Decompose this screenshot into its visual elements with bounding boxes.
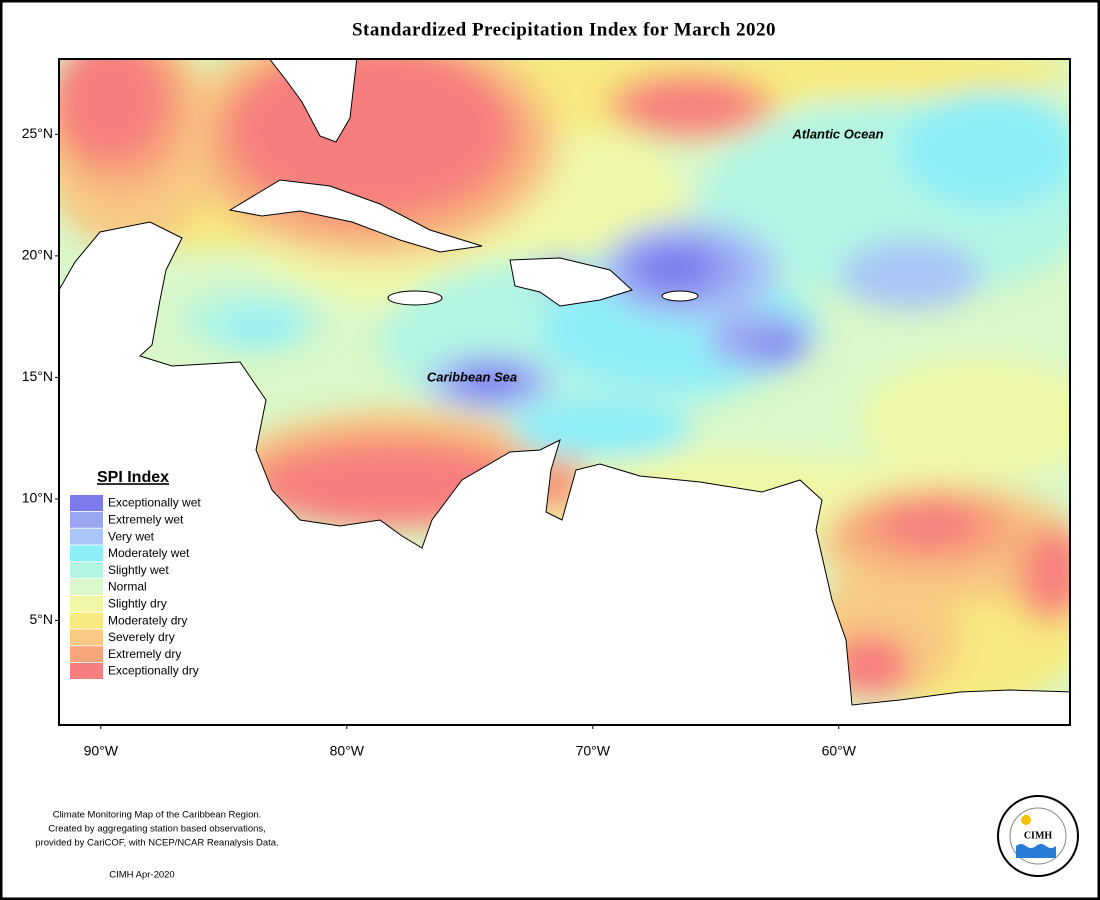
y-tick-label: 25°N bbox=[22, 125, 53, 141]
hispaniola bbox=[509, 257, 633, 307]
legend-label: Very wet bbox=[108, 529, 155, 543]
legend-swatch bbox=[70, 646, 103, 663]
central-south-america bbox=[59, 221, 1070, 725]
legend-swatch bbox=[70, 528, 103, 545]
logo-waves bbox=[1016, 844, 1056, 858]
footer-note: Climate Monitoring Map of the Caribbean … bbox=[53, 810, 262, 821]
legend-label: Moderately dry bbox=[108, 613, 187, 627]
spi-region bbox=[1030, 530, 1070, 610]
spi-region bbox=[220, 315, 300, 345]
y-tick-label: 15°N bbox=[22, 368, 53, 384]
legend-swatch bbox=[70, 629, 103, 646]
field-blobs bbox=[59, 59, 1070, 710]
legend-label: Exceptionally wet bbox=[108, 496, 201, 510]
ocean-label: Atlantic Ocean bbox=[791, 126, 883, 141]
legend-swatch bbox=[70, 663, 103, 679]
legend-label: Extremely dry bbox=[108, 647, 181, 661]
legend-swatch bbox=[70, 511, 103, 528]
x-tick-label: 80°W bbox=[330, 743, 365, 759]
legend-label: Slightly dry bbox=[108, 596, 167, 610]
map-title: Standardized Precipitation Index for Mar… bbox=[352, 19, 776, 40]
spi-region bbox=[633, 246, 717, 290]
x-tick-label: 70°W bbox=[576, 743, 611, 759]
jamaica bbox=[387, 290, 443, 306]
legend-swatch bbox=[70, 612, 103, 629]
legend-label: Extremely wet bbox=[108, 512, 184, 526]
spi-region bbox=[458, 368, 522, 396]
legend-label: Moderately wet bbox=[108, 546, 190, 560]
legend-swatch bbox=[70, 562, 103, 579]
logo-sun bbox=[1021, 815, 1031, 825]
y-tick-label: 10°N bbox=[22, 490, 53, 506]
logo-text: CIMH bbox=[1024, 830, 1053, 841]
spi-region bbox=[630, 83, 750, 127]
legend-swatch bbox=[70, 579, 103, 595]
legend-label: Normal bbox=[108, 580, 147, 594]
footer-note: provided by CariCOF, with NCEP/NCAR Rean… bbox=[35, 838, 278, 849]
legend-label: Slightly wet bbox=[108, 563, 169, 577]
legend-swatch bbox=[70, 595, 103, 612]
logo: CIMH bbox=[997, 795, 1079, 877]
puerto-rico bbox=[661, 290, 699, 302]
y-tick-label: 5°N bbox=[30, 611, 54, 627]
logo-inner bbox=[1009, 807, 1067, 865]
spi-region bbox=[758, 336, 802, 360]
legend-swatch bbox=[70, 545, 103, 562]
spi-region bbox=[840, 240, 980, 310]
spi-region bbox=[880, 503, 980, 547]
sea-label: Caribbean Sea bbox=[427, 369, 517, 384]
legend-label: Severely dry bbox=[108, 630, 175, 644]
legend: Exceptionally wet Extremely wet Very wet Mo… bbox=[70, 495, 201, 679]
map-frame bbox=[58, 58, 1071, 726]
legend-swatch bbox=[70, 495, 103, 511]
footer-note: Created by aggregating station based obs… bbox=[48, 824, 266, 835]
spi-region bbox=[59, 59, 165, 160]
footer-credit: CIMH Apr-2020 bbox=[109, 870, 174, 881]
cuba bbox=[228, 179, 483, 253]
x-tick-label: 90°W bbox=[84, 743, 119, 759]
x-tick-label: 60°W bbox=[822, 743, 857, 759]
y-tick-label: 20°N bbox=[22, 247, 53, 263]
spi-region bbox=[900, 90, 1070, 210]
legend-label: Exceptionally dry bbox=[108, 664, 199, 678]
legend-title: SPI Index bbox=[97, 469, 169, 486]
spi-region bbox=[860, 360, 1070, 480]
land bbox=[59, 59, 1070, 725]
florida bbox=[268, 59, 358, 143]
